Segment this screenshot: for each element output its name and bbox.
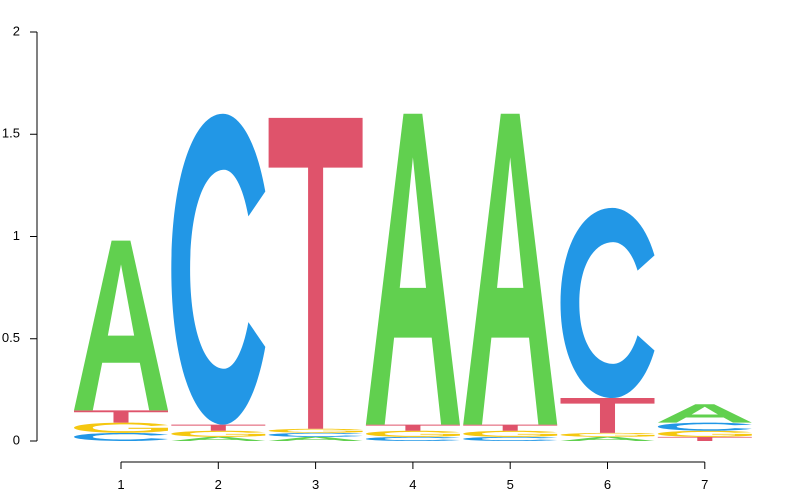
x-tick-label: 5	[507, 477, 514, 492]
letter-T-pos-4	[365, 424, 460, 431]
letter-T-pos-7	[657, 436, 752, 441]
letter-A-pos-1	[74, 240, 168, 411]
x-axis: 1 2 3 4 5 6 7	[117, 461, 708, 492]
letter-T-pos-1	[74, 410, 168, 423]
x-tick-label: 4	[409, 477, 416, 492]
x-tick-label: 7	[701, 477, 708, 492]
letter-C-pos-4	[365, 436, 460, 441]
letter-A-pos-7	[657, 404, 752, 423]
x-tick-label: 1	[117, 477, 124, 492]
letter-C-pos-7	[657, 422, 752, 431]
x-tick-label: 3	[312, 477, 319, 492]
x-tick-label: 2	[215, 477, 222, 492]
letter-T-pos-2	[171, 424, 266, 431]
y-axis: 0 0.5 1 1.5 2	[2, 23, 38, 447]
x-tick-label: 6	[604, 477, 611, 492]
letter-G-pos-5	[463, 430, 558, 437]
letter-G-pos-2	[171, 430, 266, 437]
letter-G-pos-4	[365, 430, 460, 437]
letter-C-pos-2	[171, 113, 266, 425]
letter-T-pos-5	[463, 424, 558, 431]
letter-T-pos-6	[560, 398, 655, 433]
letter-T-pos-3	[268, 117, 363, 429]
letter-A-pos-2	[171, 436, 266, 441]
letter-G-pos-1	[74, 422, 168, 433]
letter-A-pos-4	[365, 113, 460, 425]
letter-A-pos-5	[463, 113, 558, 425]
y-tick-label: 1	[13, 228, 20, 243]
letter-C-pos-1	[74, 432, 168, 441]
letter-G-pos-7	[657, 430, 752, 437]
letter-C-pos-3	[268, 432, 363, 437]
y-tick-label: 0	[13, 432, 20, 447]
y-tick-label: 0.5	[2, 330, 20, 345]
letter-G-pos-6	[560, 432, 655, 437]
letter-G-pos-3	[268, 428, 363, 433]
y-tick-label: 2	[13, 23, 20, 38]
letter-C-pos-6	[560, 207, 655, 399]
letter-A-pos-6	[560, 436, 655, 441]
y-tick-label: 1.5	[2, 126, 20, 141]
letter-A-pos-3	[268, 436, 363, 441]
letter-C-pos-5	[463, 436, 558, 441]
logo-letters	[74, 113, 752, 441]
